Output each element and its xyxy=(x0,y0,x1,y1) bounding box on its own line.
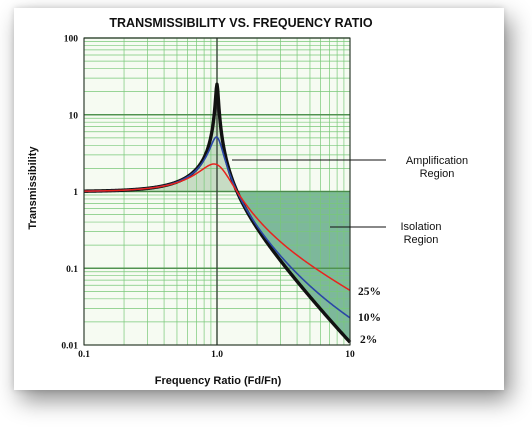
y-tick-label: 10 xyxy=(69,111,79,121)
series-label-25: 25% xyxy=(358,286,381,298)
isolation-label-1: Isolation xyxy=(401,221,442,233)
amplification-region-fill xyxy=(84,84,238,192)
y-tick-label: 0.01 xyxy=(61,342,78,352)
y-axis-label: Transmissibility xyxy=(27,146,39,230)
x-axis-label: Frequency Ratio (Fd/Fn) xyxy=(155,375,282,387)
amplification-label-2: Region xyxy=(420,168,455,180)
series-line-25pct xyxy=(83,163,351,292)
x-tick-label: 10 xyxy=(345,350,355,360)
series-label-2: 2% xyxy=(360,334,377,346)
y-tick-label: 100 xyxy=(64,35,79,45)
y-tick-label: 0.1 xyxy=(66,265,78,275)
series-label-10: 10% xyxy=(358,312,381,324)
chart-title: TRANSMISSIBILITY VS. FREQUENCY RATIO xyxy=(109,16,372,30)
series-lines xyxy=(82,82,352,344)
y-tick-labels: 0.01 0.1 1 10 100 xyxy=(61,35,78,352)
isolation-label-2: Region xyxy=(404,234,439,246)
amplification-label-1: Amplification xyxy=(406,155,468,167)
x-tick-label: 1.0 xyxy=(211,350,223,360)
y-tick-label: 1 xyxy=(73,188,78,198)
plot-frame xyxy=(83,37,351,346)
isolation-region-fill xyxy=(237,191,350,343)
x-tick-labels: 0.1 1.0 10 xyxy=(78,350,355,360)
x-tick-label: 0.1 xyxy=(78,350,90,360)
